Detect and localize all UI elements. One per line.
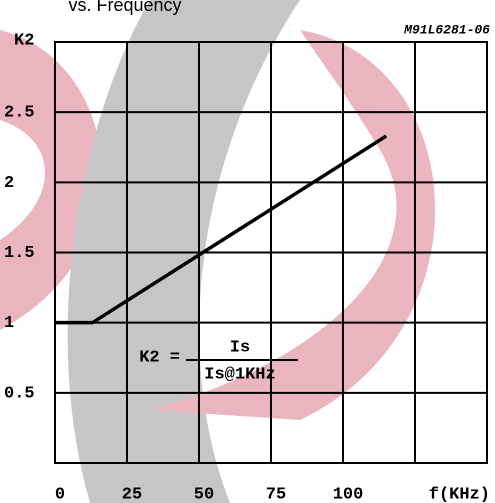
x-tick-label: 75	[266, 485, 286, 503]
x-tick-label: 25	[122, 485, 142, 503]
y-tick-label: 2	[4, 174, 14, 193]
y-tick-label: 1.5	[4, 244, 35, 263]
data-line	[55, 134, 388, 325]
y-axis-label: K2	[14, 31, 34, 50]
y-tick-label: 0.5	[4, 384, 35, 403]
x-tick-label: 100	[333, 485, 364, 503]
x-axis-label: f(KHz)	[429, 485, 490, 503]
formula-numerator: Is	[230, 338, 250, 357]
y-tick-label: 2.5	[4, 104, 35, 123]
formula-denominator: Is@1KHz	[204, 365, 275, 384]
figure-code: M91L6281-06	[403, 22, 490, 37]
formula-left: K2 =	[139, 348, 180, 367]
formula: K2 = Is Is@1KHz	[139, 338, 298, 384]
x-tick-label: 0	[55, 485, 65, 503]
y-tick-label: 1	[4, 314, 14, 333]
chart-title: vs. Frequency	[68, 0, 181, 15]
x-tick-label: 50	[194, 485, 214, 503]
